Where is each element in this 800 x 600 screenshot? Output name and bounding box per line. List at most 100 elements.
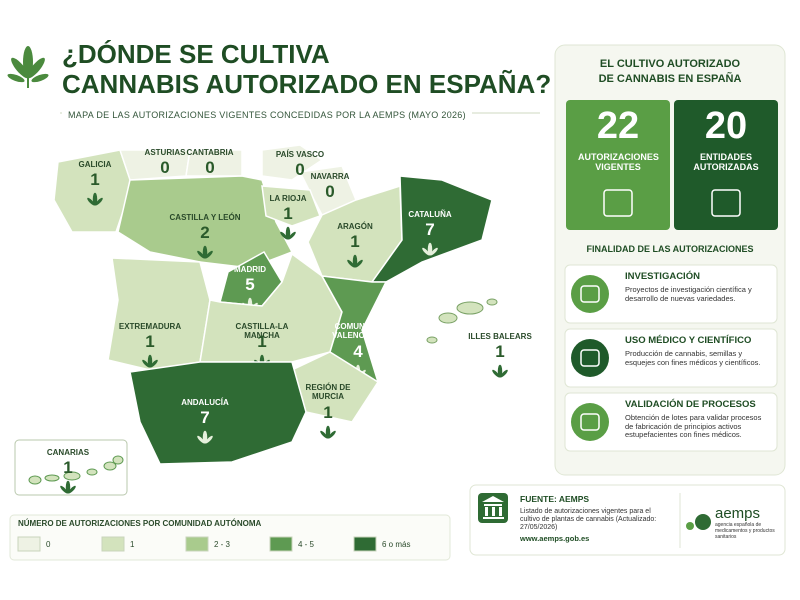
logo-text: aemps: [715, 505, 761, 522]
purpose-title: VALIDACIÓN DE PROCESOS: [625, 399, 756, 410]
stat-value: 22: [596, 105, 640, 147]
source-text: Listado de autorizaciones vigentes para …: [520, 508, 657, 532]
region-name: ANDALUCÍA: [181, 398, 229, 407]
region: [486, 298, 498, 306]
title: ¿DÓNDE SE CULTIVA: [62, 39, 330, 69]
leaf-part: [87, 197, 95, 206]
leaf-part: [427, 242, 433, 256]
stat-icon: [711, 189, 741, 217]
region: [107, 257, 211, 371]
purpose-card: [564, 264, 778, 324]
leaf-part: [197, 250, 205, 259]
region-name: GALICIA: [78, 160, 112, 169]
region: [86, 468, 98, 476]
leaf-part: [202, 430, 208, 444]
aemps-logo-mark: [695, 514, 711, 530]
region-count: 1: [323, 403, 333, 422]
leaf-icon: [280, 226, 296, 240]
purpose-icon: [571, 403, 609, 441]
leaf-icon: [197, 430, 213, 444]
leaf-part: [202, 245, 208, 259]
leaf-part: [147, 354, 153, 368]
summary-title: DE CANNABIS EN ESPAÑA: [598, 73, 742, 85]
region-count: 7: [200, 408, 210, 427]
purpose-icon-glyph: [580, 413, 600, 431]
purpose-card: [564, 392, 778, 452]
region-count: 0: [205, 158, 215, 177]
legend-title: NÚMERO DE AUTORIZACIONES POR COMUNIDAD A…: [18, 519, 262, 528]
region-name: LA RIOJA: [269, 194, 307, 203]
purpose-title: USO MÉDICO Y CIENTÍFICO: [625, 335, 752, 346]
region-count: 1: [350, 232, 360, 251]
leaf-part: [352, 254, 358, 268]
region-count: 1: [63, 458, 73, 477]
leaf-part: [492, 369, 500, 378]
region-name: CATALUÑA: [408, 210, 452, 219]
purpose-card: [564, 328, 778, 388]
purposes-title: FINALIDAD DE LAS AUTORIZACIONES: [568, 244, 772, 255]
purpose-title: INVESTIGACIÓN: [625, 271, 700, 282]
region-count: 1: [145, 332, 155, 351]
building-icon: [482, 496, 504, 519]
region-count: 0: [160, 158, 170, 177]
region: [426, 336, 438, 344]
region: [456, 301, 484, 315]
leaf-part: [347, 259, 355, 268]
source-card: [469, 484, 786, 556]
leaf-icon: [87, 192, 103, 206]
title: CANNABIS AUTORIZADO EN ESPAÑA?: [62, 69, 552, 99]
stat-icon: [603, 189, 633, 217]
region-count: 5: [245, 275, 255, 294]
leaf-icon: [347, 254, 363, 268]
logo-leaf: [7, 46, 49, 88]
logo-subtext: agencia española de medicamentos y produ…: [715, 522, 775, 540]
region-count: 7: [425, 220, 435, 239]
leaf-part: [285, 226, 291, 240]
leaf-part: [205, 435, 213, 444]
legend-label: 2 - 3: [214, 540, 231, 549]
region-name: EXTREMADURA: [118, 322, 182, 331]
region: [291, 351, 380, 423]
stat-label: ENTIDADES AUTORIZADAS: [693, 152, 759, 173]
leaf-icon: [197, 245, 213, 259]
summary-title: EL CULTIVO AUTORIZADO: [599, 58, 741, 70]
legend-swatch: [17, 536, 41, 552]
region: [103, 461, 117, 471]
leaf-part: [197, 435, 205, 444]
region-count: 2: [200, 223, 210, 242]
legend-label: 1: [130, 540, 135, 549]
purpose-icon: [571, 275, 609, 313]
leaf-part: [142, 359, 150, 368]
leaf-part: [500, 369, 508, 378]
canarias-inset: [14, 439, 128, 496]
region: [117, 175, 294, 269]
stat-box: [674, 100, 778, 230]
leaf-part: [422, 247, 430, 256]
purpose-text: Proyectos de investigación científica y …: [625, 285, 752, 303]
leaf-part: [497, 364, 503, 378]
source-url: www.aemps.gob.es: [520, 534, 590, 543]
region-count: 1: [283, 204, 293, 223]
leaf-part: [430, 247, 438, 256]
leaf-part: [320, 430, 328, 439]
region-count: 0: [295, 160, 305, 179]
region: [63, 471, 81, 481]
region-name: ARAGÓN: [337, 222, 373, 231]
region-count: 0: [325, 182, 335, 201]
region: [28, 475, 42, 485]
leaf-icon: [142, 354, 158, 368]
subtitle: MAPA DE LAS AUTORIZACIONES VIGENTES CONC…: [62, 110, 472, 121]
leaf-icon: [320, 425, 336, 439]
purpose-icon-glyph: [580, 285, 600, 303]
region: [261, 144, 324, 181]
region-name: REGIÓN DE MURCIA: [305, 383, 351, 402]
purpose-icon-glyph: [580, 349, 600, 367]
leaf-part: [325, 425, 331, 439]
region-name: CASTILLA-LA MANCHA: [235, 322, 289, 341]
region: [261, 185, 321, 227]
region-name: NAVARRA: [310, 172, 350, 181]
leaf-part: [92, 192, 98, 206]
region-name: COMUNITAT VALENCIANA: [332, 322, 384, 341]
legend-label: 0: [46, 540, 51, 549]
